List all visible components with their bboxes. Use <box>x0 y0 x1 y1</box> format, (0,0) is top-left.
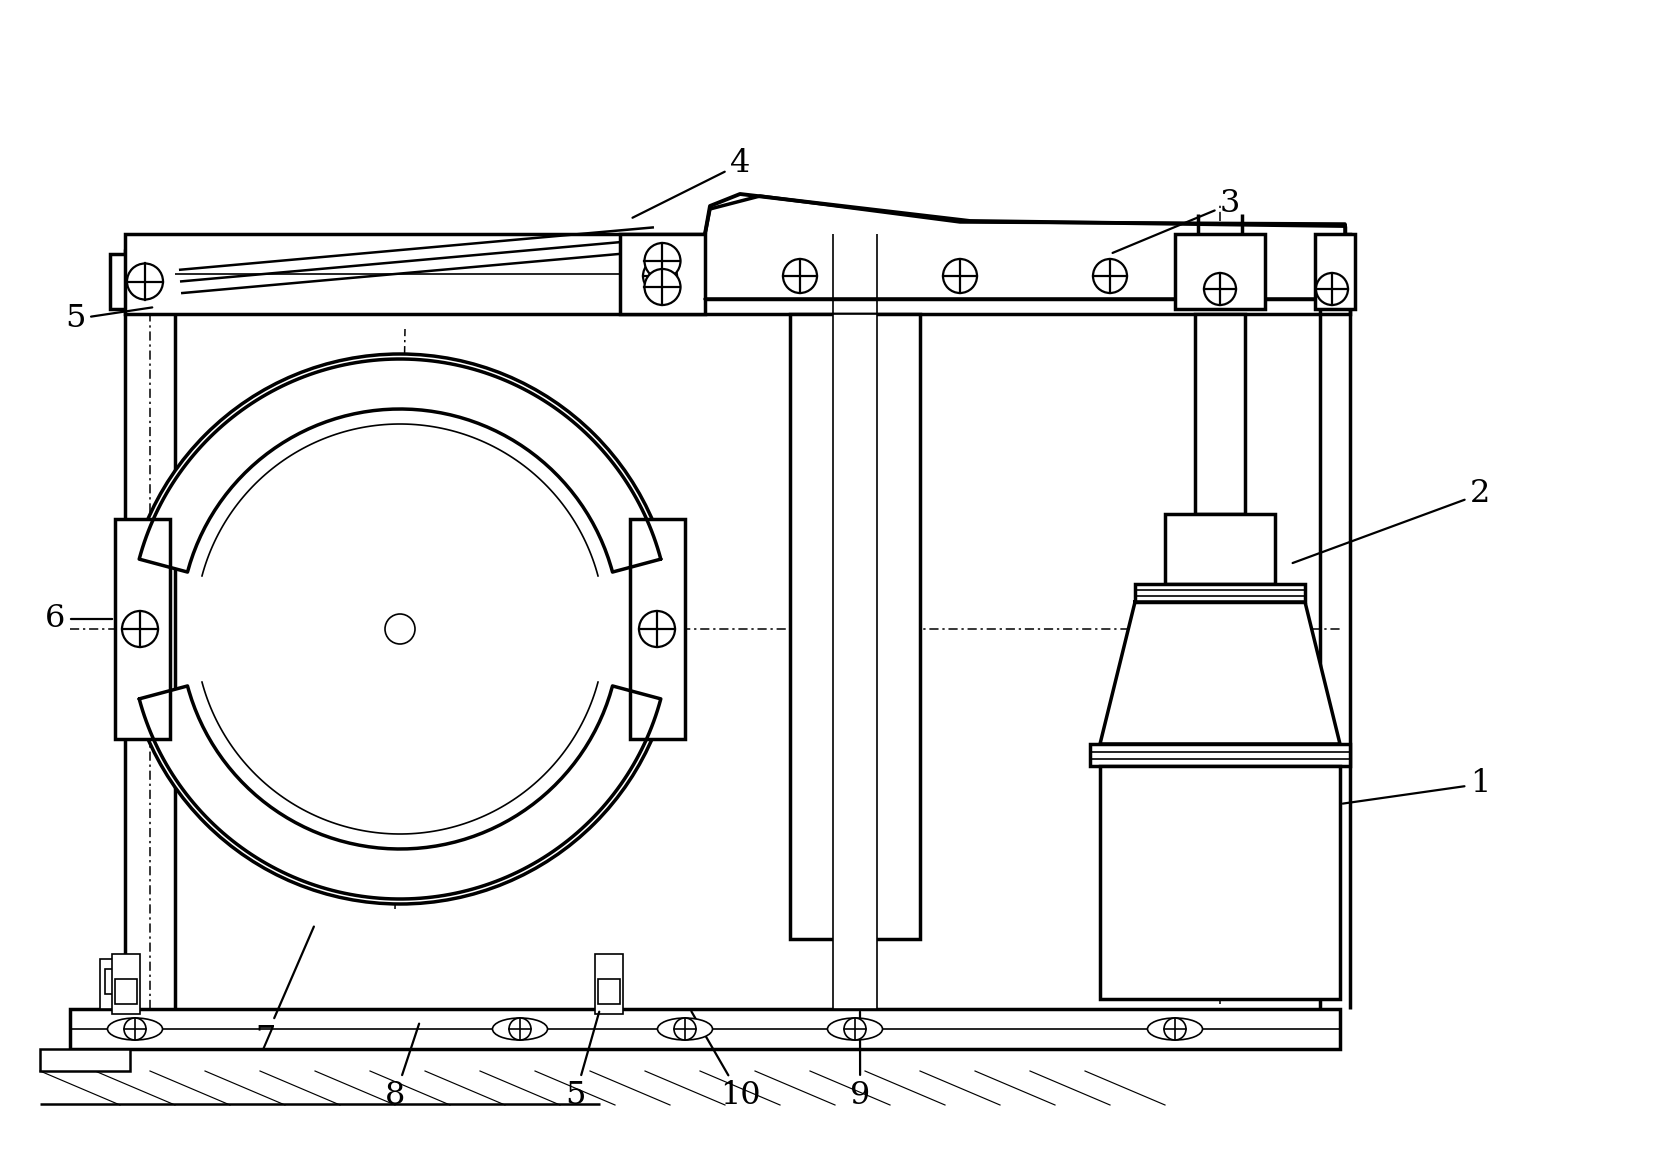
Bar <box>596 954 622 1014</box>
Circle shape <box>943 260 976 293</box>
Circle shape <box>127 263 162 299</box>
Circle shape <box>783 260 818 293</box>
Circle shape <box>126 354 675 904</box>
Text: 4: 4 <box>632 149 750 218</box>
Text: 7: 7 <box>255 927 314 1055</box>
Circle shape <box>639 611 675 647</box>
Text: 3: 3 <box>1112 189 1240 253</box>
Text: 8: 8 <box>386 1023 419 1112</box>
Bar <box>1135 584 1306 602</box>
Circle shape <box>1203 274 1236 305</box>
Bar <box>832 314 877 1009</box>
Bar <box>1165 514 1274 584</box>
Bar <box>1316 234 1355 308</box>
Circle shape <box>644 269 680 305</box>
Bar <box>70 1009 1341 1049</box>
Bar <box>40 1049 131 1071</box>
Circle shape <box>1316 274 1349 305</box>
Polygon shape <box>1101 602 1341 744</box>
Bar <box>114 979 137 1005</box>
Polygon shape <box>139 359 660 572</box>
Text: 5: 5 <box>65 304 152 334</box>
Bar <box>113 954 141 1014</box>
Bar <box>114 519 170 739</box>
Circle shape <box>1163 1018 1187 1039</box>
Bar <box>1175 234 1264 308</box>
Bar <box>597 979 621 1005</box>
Bar <box>631 519 685 739</box>
Circle shape <box>510 1018 531 1039</box>
Text: 10: 10 <box>692 1012 761 1112</box>
Text: 5: 5 <box>564 1012 599 1112</box>
Ellipse shape <box>108 1018 162 1039</box>
Text: 6: 6 <box>45 603 113 634</box>
Text: 1: 1 <box>1342 768 1490 803</box>
Bar <box>126 234 1350 314</box>
Bar <box>789 314 920 939</box>
Polygon shape <box>139 686 660 899</box>
Bar <box>104 968 131 994</box>
Circle shape <box>124 1018 146 1039</box>
Polygon shape <box>705 196 1346 299</box>
Bar <box>109 254 180 308</box>
Bar <box>99 959 136 1009</box>
Circle shape <box>844 1018 866 1039</box>
Bar <box>621 234 705 314</box>
Ellipse shape <box>828 1018 882 1039</box>
Bar <box>1195 314 1245 514</box>
Circle shape <box>386 613 415 644</box>
Circle shape <box>674 1018 697 1039</box>
Bar <box>1091 744 1350 766</box>
Ellipse shape <box>657 1018 713 1039</box>
Circle shape <box>644 243 680 279</box>
Ellipse shape <box>493 1018 548 1039</box>
Circle shape <box>122 611 157 647</box>
Circle shape <box>1092 260 1127 293</box>
Text: 9: 9 <box>851 1012 871 1112</box>
Circle shape <box>644 260 677 293</box>
Text: 2: 2 <box>1293 478 1491 563</box>
Bar <box>1101 766 1341 999</box>
Ellipse shape <box>1147 1018 1203 1039</box>
